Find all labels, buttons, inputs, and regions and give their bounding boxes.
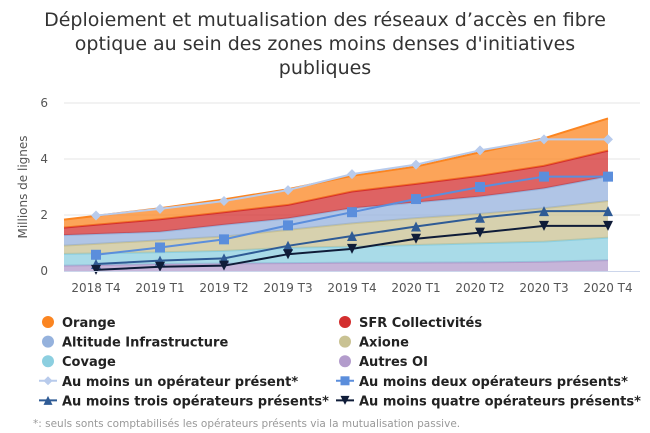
data-point-square (347, 207, 357, 218)
data-point-triangle (411, 221, 421, 232)
legend-label: Orange (62, 316, 116, 331)
x-tick-label: 2019 T4 (327, 281, 376, 295)
series-triangle-down (91, 220, 613, 275)
legend-item: Covage (42, 355, 116, 370)
legend-item: Au moins deux opérateurs présents* (336, 375, 628, 390)
legend-square-icon (340, 376, 350, 386)
legend-item: Autres OI (339, 355, 428, 370)
x-tick-label: 2019 T1 (135, 281, 184, 295)
legend-label: Covage (62, 355, 116, 370)
data-point-diamond (347, 169, 357, 180)
legend-label: Au moins un opérateur présent* (62, 375, 298, 390)
data-point-square (603, 171, 613, 182)
data-point-triangle (283, 240, 293, 251)
legend-circle-icon (42, 335, 54, 348)
y-axis-label: Millions de lignes (16, 135, 30, 238)
data-point-square (219, 234, 229, 245)
data-point-triangle (539, 206, 549, 217)
chart-title-line-3: publiques (279, 57, 371, 79)
area-sfr-collectivit-s (64, 150, 608, 236)
data-point-diamond (283, 185, 293, 196)
data-point-square (411, 194, 421, 205)
legend-label: Altitude Infrastructure (62, 336, 228, 351)
data-point-triangle (603, 206, 613, 217)
data-point-triangle-down (219, 260, 229, 271)
area-axione (64, 201, 608, 254)
legend-diamond-icon (43, 376, 53, 386)
legend-triangle-icon (43, 395, 53, 405)
legend-label: Au moins deux opérateurs présents* (359, 375, 628, 390)
legend-circle-icon (339, 316, 351, 328)
legend-circle-icon (339, 335, 351, 348)
legend-label: Axione (359, 336, 409, 351)
legend-label: SFR Collectivités (359, 316, 482, 331)
data-point-square (283, 220, 293, 231)
series-triangle (91, 206, 613, 269)
data-point-diamond (603, 134, 613, 145)
x-tick-label: 2020 T3 (519, 281, 568, 295)
y-tick-label: 0 (40, 264, 48, 278)
legend-item: Orange (42, 316, 116, 331)
legend-item: Au moins quatre opérateurs présents* (336, 394, 641, 409)
data-point-square (475, 182, 485, 192)
legend-item: Au moins un opérateur présent* (39, 375, 298, 390)
x-tick-label: 2019 T2 (199, 281, 248, 295)
legend-label: Autres OI (359, 355, 428, 370)
legend-item: SFR Collectivités (339, 316, 482, 331)
chart-title-line-2: optique au sein des zones moins denses d… (75, 33, 575, 55)
legend-circle-icon (42, 355, 54, 368)
data-point-triangle-down (91, 264, 101, 275)
data-point-diamond (155, 203, 165, 214)
data-point-triangle-down (539, 220, 549, 231)
y-tick-label: 6 (40, 96, 48, 110)
data-point-triangle-down (603, 220, 613, 231)
line-series (91, 134, 613, 275)
legend-triangle-down-icon (340, 395, 350, 405)
legend-item: Au moins trois opérateurs présents* (39, 394, 329, 409)
data-point-square (155, 242, 165, 253)
legend: Orange SFR Collectivités Altitude Infrastr… (39, 316, 641, 409)
data-point-triangle-down (347, 243, 357, 254)
legend-item: Axione (339, 335, 409, 351)
footnote: *: seuls sonts comptabilisés les opérate… (33, 418, 460, 430)
data-point-diamond (91, 210, 101, 221)
legend-circle-icon (339, 355, 351, 368)
data-point-diamond (219, 196, 229, 206)
x-tick-label: 2019 T3 (263, 281, 312, 295)
data-point-triangle-down (155, 261, 165, 272)
x-tick-label: 2020 T4 (583, 281, 632, 295)
legend-label: Au moins trois opérateurs présents* (62, 394, 329, 409)
area-orange (64, 118, 608, 228)
data-point-square (91, 249, 101, 260)
series-square (91, 171, 613, 260)
data-point-diamond (411, 159, 421, 170)
series-diamond (91, 134, 613, 221)
data-point-triangle (347, 231, 357, 241)
legend-item: Altitude Infrastructure (42, 335, 228, 351)
y-tick-label: 4 (40, 152, 48, 166)
stacked-areas (63, 117, 609, 271)
x-tick-label: 2020 T1 (391, 281, 440, 295)
legend-circle-icon (42, 316, 54, 328)
data-point-diamond (539, 134, 549, 145)
y-tick-label: 2 (40, 208, 48, 222)
data-point-diamond (475, 145, 485, 156)
x-tick-label: 2020 T2 (455, 281, 504, 295)
legend-label: Au moins quatre opérateurs présents* (359, 394, 641, 409)
chart-title-line-1: Déploiement et mutualisation des réseaux… (44, 9, 606, 31)
axes: 0 2 4 6 2018 T4 2019 T1 2019 T2 2019 T3 2019 T4 2… (40, 96, 640, 295)
data-point-triangle-down (283, 249, 293, 260)
data-point-triangle-down (475, 227, 485, 238)
data-point-triangle-down (411, 233, 421, 244)
data-point-triangle (475, 212, 485, 223)
x-tick-label: 2018 T4 (71, 281, 120, 295)
data-point-square (539, 171, 549, 182)
